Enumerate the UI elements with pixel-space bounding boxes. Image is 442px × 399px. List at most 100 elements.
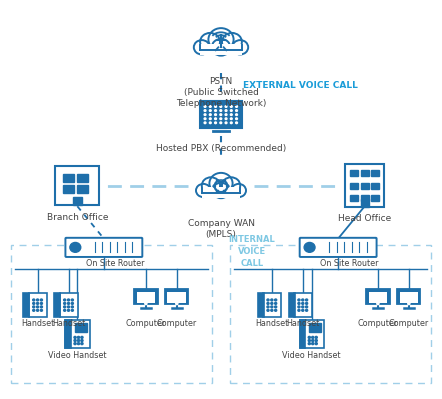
FancyBboxPatch shape [258,292,263,317]
Circle shape [408,303,410,305]
Circle shape [215,122,217,124]
Circle shape [210,173,232,194]
Circle shape [145,303,147,305]
Circle shape [71,302,73,304]
Circle shape [236,106,237,107]
Circle shape [305,306,308,308]
FancyBboxPatch shape [63,185,74,193]
Text: Video Handset: Video Handset [282,351,341,360]
FancyBboxPatch shape [55,166,99,205]
Circle shape [230,106,232,107]
Circle shape [308,343,310,345]
Text: Computer: Computer [358,319,398,328]
Text: Branch Office: Branch Office [46,213,108,222]
Circle shape [230,114,232,115]
Circle shape [204,114,206,115]
Circle shape [210,114,211,115]
FancyBboxPatch shape [65,238,142,257]
Circle shape [64,299,66,301]
Circle shape [312,343,314,345]
Circle shape [225,110,227,111]
Circle shape [202,177,220,194]
FancyBboxPatch shape [350,182,358,189]
Circle shape [225,122,227,124]
Circle shape [81,340,83,342]
Text: Handset: Handset [286,319,320,328]
FancyBboxPatch shape [294,292,312,317]
Circle shape [308,340,310,342]
Circle shape [215,118,217,120]
Circle shape [68,306,69,308]
Circle shape [217,180,219,182]
Circle shape [210,110,211,111]
Circle shape [231,184,246,197]
Circle shape [274,302,277,304]
FancyBboxPatch shape [23,292,29,317]
Circle shape [298,306,300,308]
Circle shape [33,306,35,308]
Circle shape [377,303,379,305]
Circle shape [204,122,206,124]
Circle shape [33,309,35,311]
Circle shape [64,306,66,308]
Circle shape [81,336,83,338]
Circle shape [305,302,308,304]
FancyBboxPatch shape [63,174,74,182]
Circle shape [64,302,66,304]
FancyBboxPatch shape [300,320,324,348]
Circle shape [274,299,277,301]
Circle shape [225,106,227,107]
FancyBboxPatch shape [371,170,379,176]
FancyBboxPatch shape [361,170,369,176]
FancyBboxPatch shape [200,44,242,55]
Circle shape [215,114,217,115]
Circle shape [74,340,76,342]
Circle shape [71,299,73,301]
Circle shape [230,122,232,124]
Circle shape [40,306,42,308]
Text: INTERNAL
VOICE
CALL: INTERNAL VOICE CALL [229,235,275,268]
FancyBboxPatch shape [134,289,157,304]
Circle shape [220,122,222,124]
Circle shape [215,106,217,107]
Circle shape [220,110,222,111]
Circle shape [220,118,222,120]
Circle shape [77,336,80,338]
Circle shape [212,39,230,56]
Circle shape [305,309,308,311]
Circle shape [267,309,269,311]
Circle shape [70,243,81,252]
Circle shape [196,184,211,197]
FancyBboxPatch shape [73,197,82,205]
Circle shape [74,336,76,338]
FancyBboxPatch shape [137,292,155,303]
FancyBboxPatch shape [263,292,281,317]
FancyBboxPatch shape [75,323,87,332]
Text: Handset: Handset [21,319,54,328]
Circle shape [298,299,300,301]
FancyBboxPatch shape [350,195,358,201]
Circle shape [223,180,225,182]
Text: Hosted PBX (Recommended): Hosted PBX (Recommended) [156,144,286,153]
Circle shape [271,306,273,308]
Circle shape [222,33,242,51]
Circle shape [236,118,237,120]
Circle shape [81,343,83,345]
Circle shape [37,302,38,304]
Circle shape [64,309,66,311]
FancyBboxPatch shape [371,195,379,201]
FancyBboxPatch shape [300,238,377,257]
Text: Computer: Computer [389,319,429,328]
FancyBboxPatch shape [77,185,88,193]
Circle shape [215,110,217,111]
Circle shape [232,40,248,55]
Circle shape [204,110,206,111]
FancyBboxPatch shape [54,292,60,317]
Circle shape [315,343,317,345]
Circle shape [204,118,206,120]
Circle shape [267,302,269,304]
Circle shape [37,299,38,301]
Circle shape [271,309,273,311]
Circle shape [68,302,69,304]
Text: Handset: Handset [52,319,85,328]
